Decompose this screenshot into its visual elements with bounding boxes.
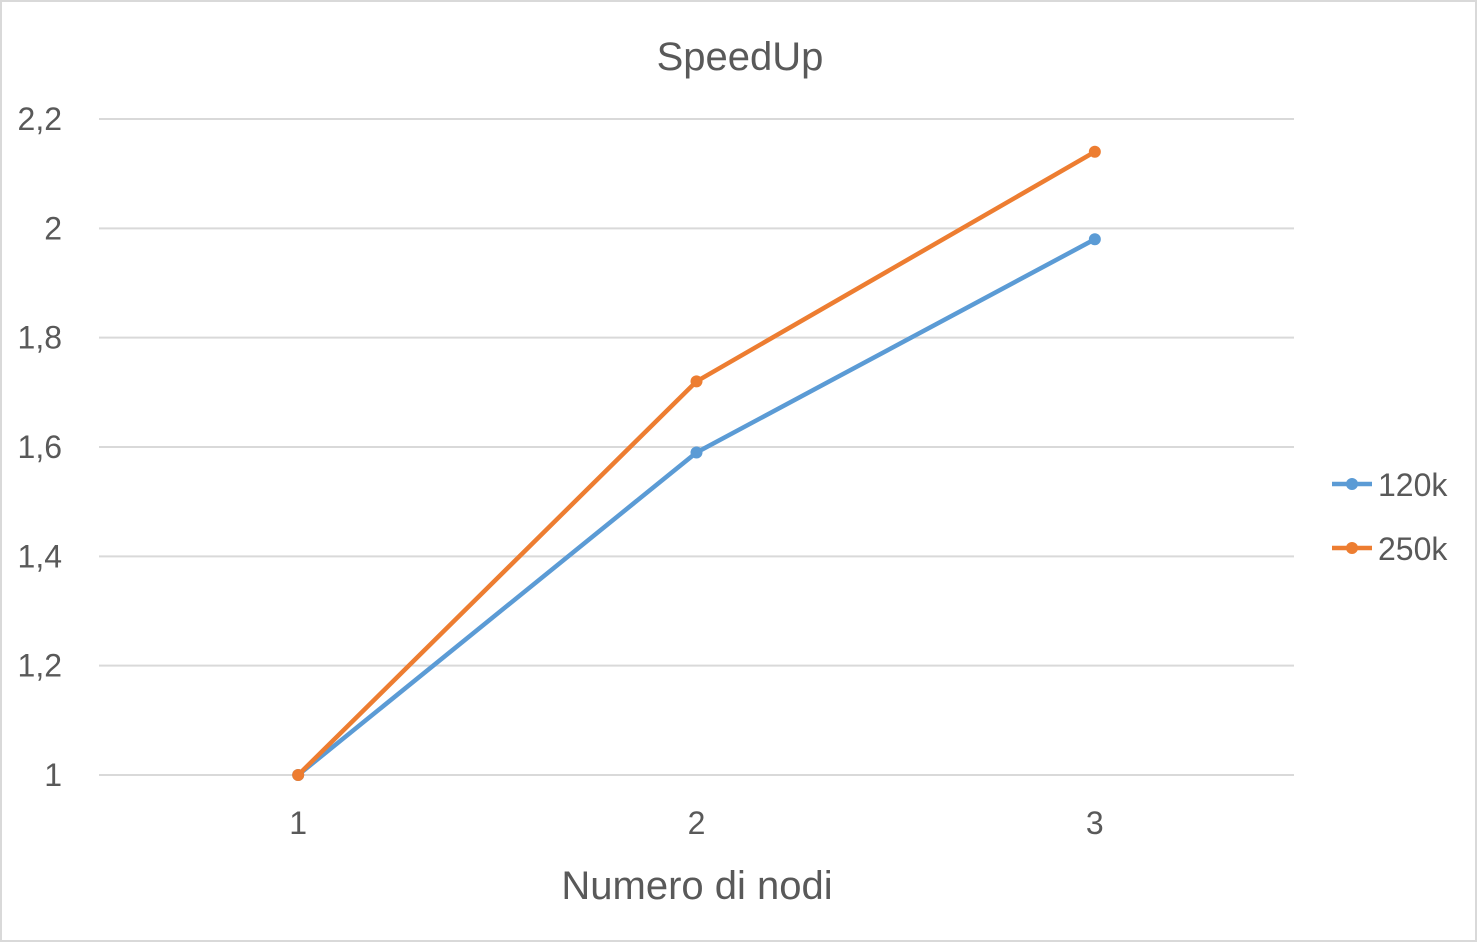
data-point xyxy=(690,446,703,459)
data-point xyxy=(1088,233,1101,246)
y-tick-label: 1,2 xyxy=(18,648,62,684)
legend-swatch-marker xyxy=(1346,542,1358,554)
y-tick-label: 2 xyxy=(44,210,62,246)
series-line-250k xyxy=(295,149,1098,778)
y-tick-label: 1 xyxy=(44,757,62,793)
chart-title: SpeedUp xyxy=(657,35,824,79)
data-point xyxy=(1088,145,1101,158)
x-tick-label: 2 xyxy=(688,805,706,841)
y-axis-ticks: 1 1,2 1,4 1,6 1,8 2 2,2 xyxy=(18,101,62,793)
x-tick-label: 3 xyxy=(1086,805,1104,841)
x-tick-label: 1 xyxy=(289,805,307,841)
y-tick-label: 2,2 xyxy=(18,101,62,137)
gridlines xyxy=(99,118,1294,776)
legend: 120k 250k xyxy=(1332,467,1448,567)
legend-label: 250k xyxy=(1378,531,1448,567)
y-tick-label: 1,4 xyxy=(18,538,62,574)
legend-label: 120k xyxy=(1378,467,1448,503)
legend-swatch-marker xyxy=(1346,478,1358,490)
x-axis-title: Numero di nodi xyxy=(561,864,832,908)
data-point xyxy=(690,375,703,388)
series-line-120k xyxy=(295,237,1098,778)
data-point xyxy=(292,769,305,781)
x-axis-ticks: 1 2 3 xyxy=(289,805,1103,841)
series-lines xyxy=(292,145,1101,781)
y-tick-label: 1,8 xyxy=(18,320,62,356)
y-tick-label: 1,6 xyxy=(18,429,62,465)
